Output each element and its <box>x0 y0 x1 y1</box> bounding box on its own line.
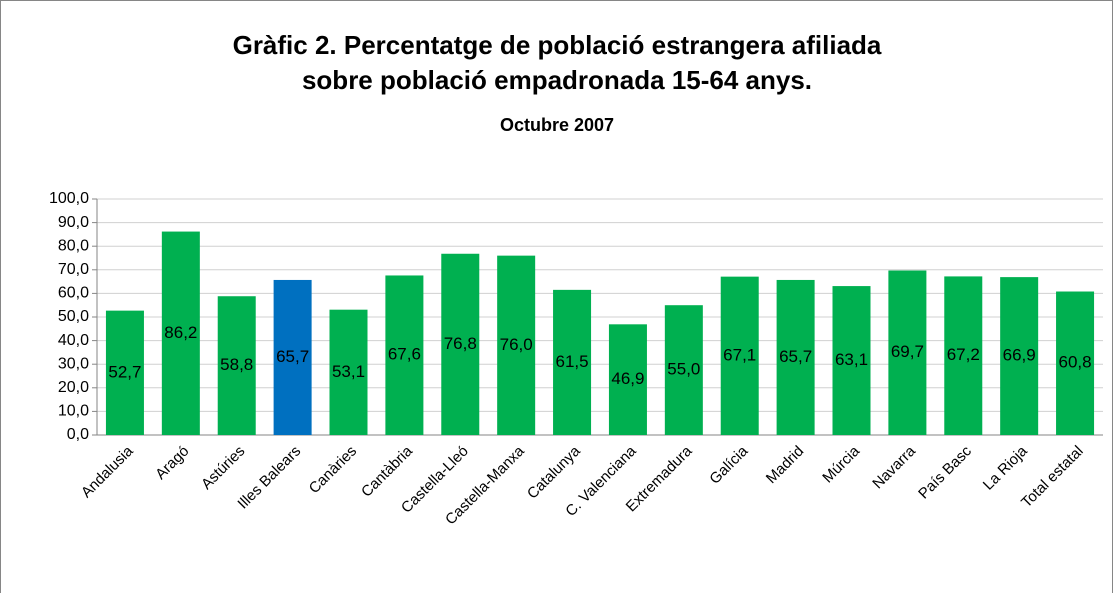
y-tick-label: 50,0 <box>58 308 89 325</box>
bar <box>329 309 368 435</box>
data-label: 46,9 <box>611 369 644 388</box>
y-tick-label: 90,0 <box>58 214 89 231</box>
data-label: 69,7 <box>891 342 924 361</box>
bar <box>888 270 927 435</box>
data-label: 58,8 <box>220 355 253 374</box>
y-tick-label: 100,0 <box>49 190 89 207</box>
bar <box>1056 291 1095 435</box>
bar <box>832 286 871 435</box>
chart-title: Gràfic 2. Percentatge de població estran… <box>233 30 882 60</box>
bar <box>664 305 703 435</box>
bar <box>553 289 592 435</box>
bar <box>105 310 144 435</box>
bar <box>1000 277 1039 435</box>
data-label: 53,1 <box>332 362 365 381</box>
chart-subtitle: Octubre 2007 <box>500 115 614 135</box>
data-label: 67,2 <box>947 345 980 364</box>
data-label: 66,9 <box>1003 346 1036 365</box>
y-tick-label: 40,0 <box>58 332 89 349</box>
bar <box>720 276 759 435</box>
data-label: 60,8 <box>1059 353 1092 372</box>
data-label: 86,2 <box>164 323 197 342</box>
bar <box>441 253 480 435</box>
data-label: 61,5 <box>556 352 589 371</box>
data-label: 65,7 <box>276 347 309 366</box>
data-label: 52,7 <box>108 362 141 381</box>
y-tick-label: 0,0 <box>67 426 89 443</box>
y-tick-label: 30,0 <box>58 355 89 372</box>
y-tick-label: 70,0 <box>58 261 89 278</box>
data-label: 67,1 <box>723 345 756 364</box>
bar <box>161 231 200 435</box>
bar <box>776 279 815 435</box>
data-label: 55,0 <box>667 360 700 379</box>
chart-title-line2: sobre població empadronada 15-64 anys. <box>302 65 812 95</box>
bar <box>273 279 312 435</box>
bar <box>497 255 536 435</box>
data-label: 67,6 <box>388 345 421 364</box>
bar <box>217 296 256 435</box>
y-tick-label: 10,0 <box>58 403 89 420</box>
bar <box>608 324 647 435</box>
y-tick-label: 60,0 <box>58 285 89 302</box>
y-tick-label: 80,0 <box>58 237 89 254</box>
data-label: 63,1 <box>835 350 868 369</box>
data-label: 76,8 <box>444 334 477 353</box>
y-tick-label: 20,0 <box>58 379 89 396</box>
bar <box>385 275 424 435</box>
data-label: 65,7 <box>779 347 812 366</box>
data-label: 76,0 <box>500 335 533 354</box>
bar <box>944 276 983 435</box>
